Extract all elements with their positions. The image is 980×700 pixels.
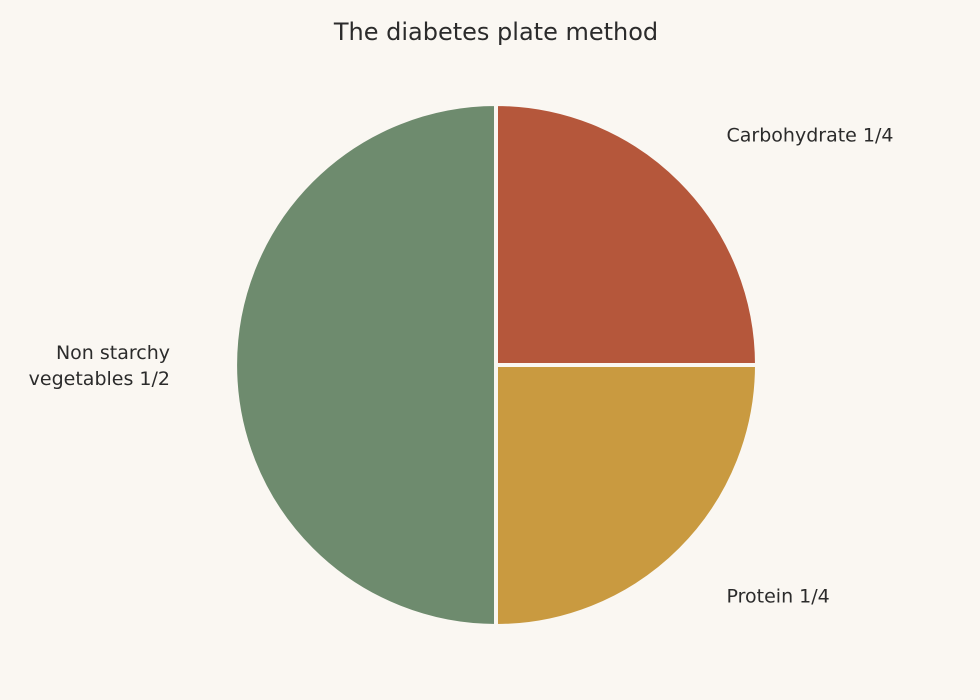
pie-slice-label-line: Non starchy: [56, 342, 170, 364]
pie-slices: [233, 101, 760, 629]
pie-slice-1: [494, 363, 760, 629]
pie-slice-label-1: Protein 1/4: [727, 586, 830, 608]
chart-title: The diabetes plate method: [333, 18, 658, 46]
pie-slice-label-line: Carbohydrate 1/4: [727, 124, 894, 146]
pie-slice-0: [494, 101, 760, 367]
pie-slice-label-line: vegetables 1/2: [29, 368, 170, 390]
pie-slice-label-line: Protein 1/4: [727, 586, 830, 608]
pie-labels: Carbohydrate 1/4 Protein 1/4 Non starchy ve…: [29, 124, 894, 607]
pie-slice-2: [233, 101, 498, 629]
pie-slice-label-2: Non starchy vegetables 1/2: [29, 342, 170, 390]
pie-slice-label-0: Carbohydrate 1/4: [727, 124, 894, 146]
